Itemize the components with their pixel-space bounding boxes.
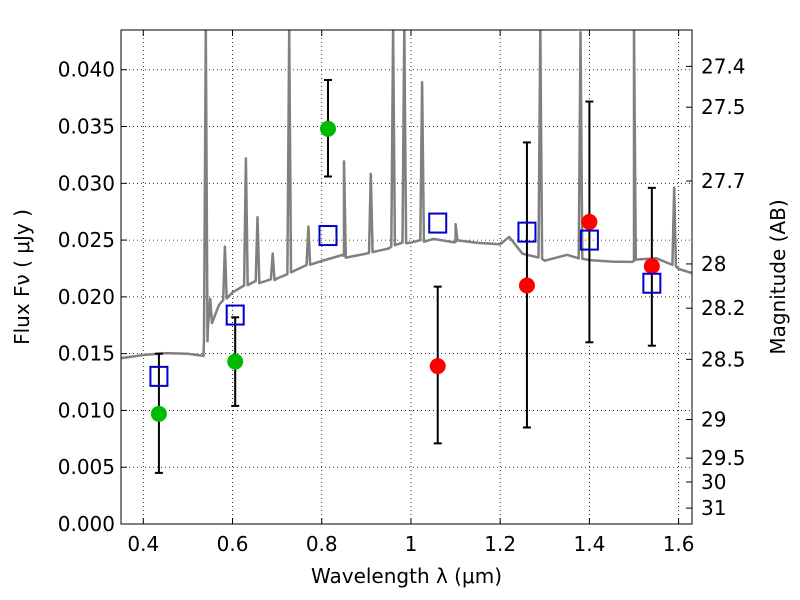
- x-tick-label: 1.2: [484, 532, 516, 556]
- x-tick-label: 0.6: [217, 532, 249, 556]
- magnitude-tick-label: 31: [701, 496, 726, 520]
- x-axis-ticks: 0.4 0.6 0.8 1 1.2 1.4 1.6: [127, 30, 695, 556]
- green-flux-point: [227, 353, 244, 370]
- magnitude-tick-label: 28.2: [701, 296, 746, 320]
- y-tick-label: 0.000: [58, 512, 115, 536]
- y-tick-label: 0.020: [58, 285, 115, 309]
- x-tick-label: 1.6: [663, 532, 695, 556]
- model-flux-square: [428, 212, 448, 234]
- model-flux-square: [149, 365, 169, 387]
- y-axis-label: Flux Fν ( μJy ): [10, 209, 34, 345]
- y-axis-ticks: 0.000 0.005 0.010 0.015 0.020 0.025 0.030 0.035…: [58, 58, 127, 536]
- magnitude-tick-label: 30: [701, 470, 726, 494]
- x-tick-label: 1: [405, 532, 418, 556]
- model-flux-square: [225, 304, 245, 326]
- x-tick-label: 0.4: [127, 532, 159, 556]
- model-spectrum-line: [121, 30, 692, 360]
- model-flux-square: [642, 272, 662, 294]
- red-flux-point: [429, 358, 446, 375]
- model-flux-square: [517, 221, 537, 243]
- data-points: [149, 120, 662, 422]
- magnitude-tick-label: 28: [701, 252, 726, 276]
- plot-frame: [120, 29, 693, 525]
- y-tick-label: 0.005: [58, 455, 115, 479]
- green-flux-point: [150, 405, 167, 422]
- x-axis-label: Wavelength λ (μm): [311, 564, 502, 588]
- red-flux-point: [581, 213, 598, 230]
- x-tick-label: 0.8: [306, 532, 338, 556]
- magnitude-tick-label: 28.5: [701, 347, 746, 371]
- y-tick-label: 0.030: [58, 171, 115, 195]
- y-tick-label: 0.035: [58, 115, 115, 139]
- magnitude-tick-label: 27.5: [701, 95, 746, 119]
- y-tick-label: 0.040: [58, 58, 115, 82]
- red-flux-point: [518, 277, 535, 294]
- model-spectrum: [121, 30, 692, 360]
- magnitude-tick-label: 27.4: [701, 54, 746, 78]
- model-flux-square: [579, 229, 599, 251]
- x-tick-label: 1.4: [573, 532, 605, 556]
- red-flux-point: [643, 258, 660, 275]
- green-flux-point: [319, 120, 336, 137]
- y-tick-label: 0.010: [58, 398, 115, 422]
- magnitude-tick-label: 27.7: [701, 169, 746, 193]
- magnitude-axis-label: Magnitude (AB): [766, 199, 790, 354]
- magnitude-tick-label: 29: [701, 408, 726, 432]
- y-tick-label: 0.015: [58, 342, 115, 366]
- model-flux-square: [318, 225, 338, 247]
- magnitude-tick-label: 29.5: [701, 446, 746, 470]
- y-tick-label: 0.025: [58, 228, 115, 252]
